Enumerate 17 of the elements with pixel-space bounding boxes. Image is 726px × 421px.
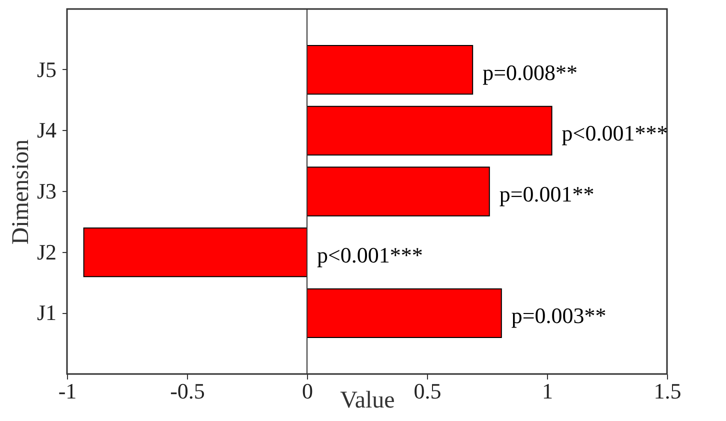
y-tick-label: J3 <box>36 178 56 204</box>
y-tick-label: J4 <box>36 118 56 143</box>
x-tick-label: 0 <box>302 378 313 404</box>
y-tick-label: J5 <box>36 56 56 82</box>
x-tick-label: 1.5 <box>654 378 682 404</box>
annotation: p<0.001*** <box>317 242 423 268</box>
annotation: p=0.003** <box>511 303 606 328</box>
y-tick-label: J1 <box>36 300 56 326</box>
y-axis-title: Dimension <box>8 139 34 245</box>
annotation: p=0.008** <box>482 60 578 85</box>
x-tick-label: -1 <box>58 378 77 404</box>
x-tick-label: 0.5 <box>414 378 442 404</box>
annotation: p=0.001** <box>499 182 594 206</box>
x-tick-label: -0.5 <box>170 378 205 404</box>
x-tick-label: 1 <box>542 378 553 404</box>
y-tick-label: J2 <box>36 239 56 264</box>
x-axis-title: Value <box>340 388 395 414</box>
